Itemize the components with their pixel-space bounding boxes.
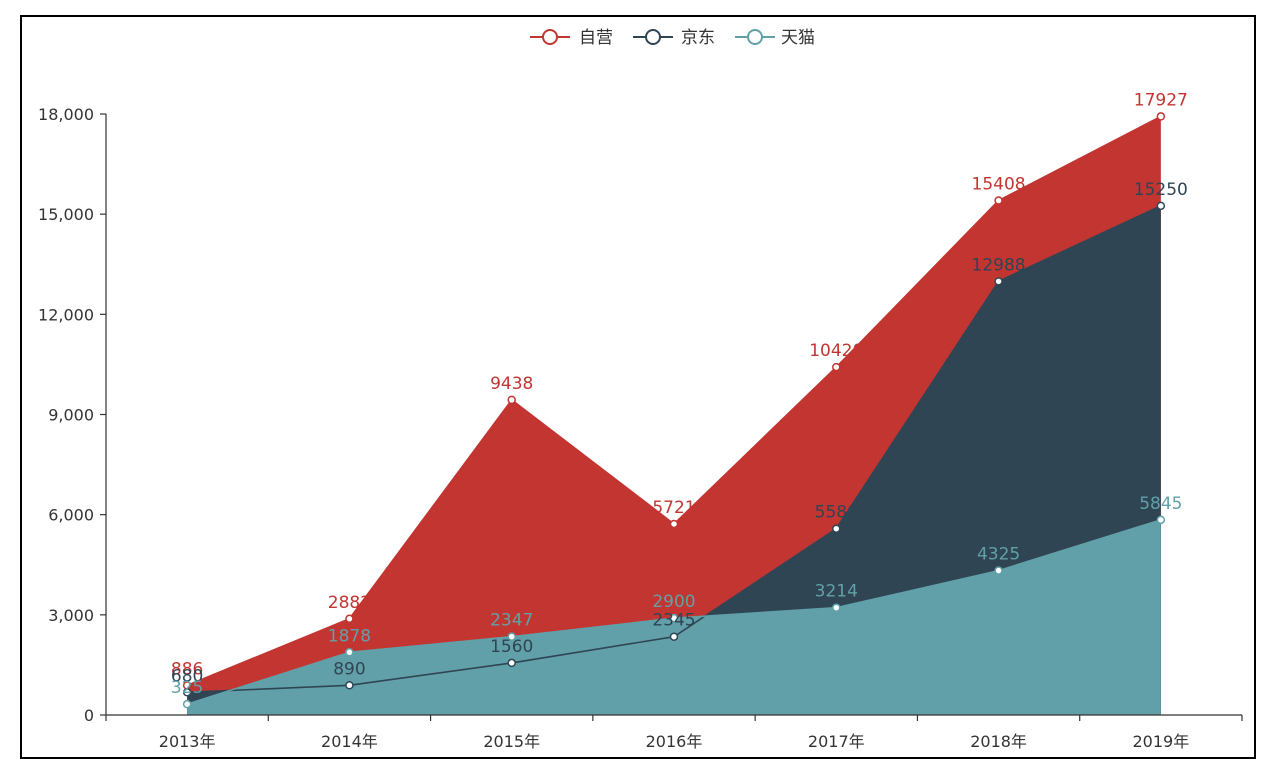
data-point bbox=[994, 277, 1003, 286]
data-point bbox=[1156, 515, 1166, 525]
x-tick-label: 2017年 bbox=[808, 732, 865, 751]
data-label: 2900 bbox=[652, 592, 695, 612]
y-tick-label: 15,000 bbox=[38, 205, 94, 224]
data-point bbox=[994, 196, 1003, 205]
legend-marker-icon bbox=[747, 29, 763, 45]
y-tick-label: 6,000 bbox=[48, 506, 94, 525]
data-point bbox=[507, 658, 516, 668]
axes: 0 3,000 6,000 9,000 12,000 15,000 18,000 2013年 2… bbox=[38, 105, 1243, 751]
legend-label: 自营 bbox=[579, 28, 613, 48]
data-labels: 886 2882 9438 5721 10420 15408 17927 680 890 1560… bbox=[171, 90, 1188, 698]
data-label: 325 bbox=[171, 678, 203, 698]
data-label: 10420 bbox=[809, 341, 863, 361]
data-point bbox=[832, 603, 841, 612]
legend-label: 天猫 bbox=[781, 28, 815, 48]
series-areas bbox=[187, 116, 1161, 716]
x-tick-label: 2019年 bbox=[1132, 732, 1189, 751]
data-point bbox=[345, 681, 354, 690]
x-tick-label: 2013年 bbox=[159, 732, 216, 751]
data-label: 12988 bbox=[972, 255, 1026, 275]
data-label: 680 bbox=[171, 666, 203, 686]
data-label: 2882 bbox=[328, 593, 371, 613]
data-point bbox=[182, 688, 192, 697]
legend-marker-icon bbox=[542, 29, 558, 45]
x-tick-label: 2014年 bbox=[321, 732, 378, 751]
data-label: 15408 bbox=[972, 175, 1026, 195]
data-label: 1878 bbox=[328, 626, 371, 646]
legend-item-2: 京东 bbox=[633, 28, 715, 48]
x-tick-label: 2016年 bbox=[646, 732, 703, 751]
data-label: 2345 bbox=[652, 611, 695, 631]
x-tick-label: 2015年 bbox=[483, 732, 540, 751]
data-point bbox=[345, 648, 354, 657]
data-point bbox=[832, 524, 841, 533]
data-points bbox=[182, 112, 1166, 709]
data-point bbox=[832, 362, 841, 372]
series-area-2 bbox=[187, 205, 1161, 715]
data-point bbox=[1156, 201, 1166, 211]
data-label: 4325 bbox=[977, 545, 1020, 565]
legend-item-3: 天猫 bbox=[735, 28, 815, 48]
data-label: 5580 bbox=[815, 503, 858, 523]
data-point bbox=[994, 566, 1003, 575]
legend-marker-icon bbox=[645, 29, 661, 45]
data-point bbox=[507, 395, 516, 405]
y-tick-label: 3,000 bbox=[48, 606, 94, 625]
y-tick-label: 9,000 bbox=[48, 406, 94, 425]
y-tick-label: 18,000 bbox=[38, 105, 94, 124]
data-label: 2347 bbox=[490, 611, 533, 631]
data-point bbox=[669, 632, 679, 641]
data-label: 1560 bbox=[490, 637, 533, 657]
data-point bbox=[1156, 112, 1166, 121]
data-label: 3214 bbox=[815, 582, 858, 602]
data-label: 890 bbox=[333, 659, 365, 679]
data-label: 9438 bbox=[490, 374, 533, 394]
legend-label: 京东 bbox=[681, 28, 715, 48]
series-area-3 bbox=[187, 519, 1161, 715]
data-label: 886 bbox=[171, 659, 203, 679]
y-tick-label: 0 bbox=[84, 706, 94, 725]
data-label: 5845 bbox=[1139, 494, 1182, 514]
legend: 自营 京东 天猫 bbox=[530, 28, 815, 48]
data-label: 15250 bbox=[1134, 180, 1188, 200]
x-tick-label: 2018年 bbox=[970, 732, 1027, 751]
data-label: 5721 bbox=[652, 498, 695, 518]
data-point bbox=[182, 699, 192, 709]
legend-item-1: 自营 bbox=[530, 28, 613, 48]
data-point bbox=[669, 613, 679, 623]
data-point bbox=[345, 614, 354, 624]
data-point bbox=[669, 519, 679, 529]
data-label: 17927 bbox=[1134, 90, 1188, 110]
data-point bbox=[507, 632, 516, 641]
y-tick-label: 12,000 bbox=[38, 305, 94, 324]
